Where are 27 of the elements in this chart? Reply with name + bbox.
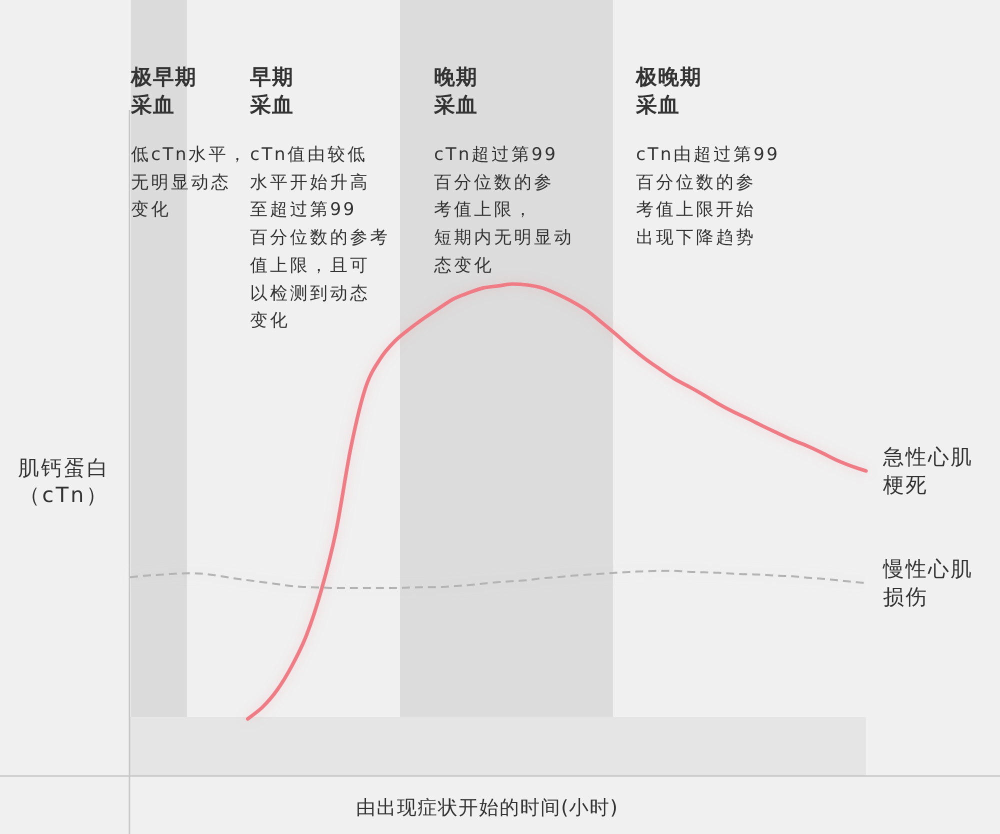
- annotation: 变化: [250, 310, 290, 334]
- text: cTn值由较低: [250, 144, 368, 167]
- text: 水平开始升高: [250, 172, 370, 195]
- text: 极晚期采血: [636, 64, 703, 119]
- series-label: 慢性心肌损伤: [883, 556, 974, 612]
- y-axis-title: 肌钙蛋白（cTn）: [17, 455, 111, 509]
- text: 极早期采血: [131, 64, 198, 119]
- series-label: 急性心肌梗死: [883, 444, 974, 499]
- annotation: 以检测到动态: [250, 282, 370, 306]
- text: 考值上限，: [434, 199, 534, 222]
- text: cTn超过第99: [434, 144, 558, 167]
- text: 态变化: [434, 254, 494, 278]
- text: 百分位数的参考: [250, 227, 390, 250]
- text: 考值上限开始: [636, 199, 756, 222]
- text: 值上限，且可: [250, 254, 370, 278]
- text: 变化: [131, 199, 171, 222]
- text: 晚期采血: [434, 64, 479, 119]
- text: 百分位数的参: [636, 172, 756, 195]
- text: cTn由超过第99: [636, 144, 780, 167]
- text: 出现下降趋势: [636, 227, 756, 250]
- text: 至超过第99: [250, 199, 356, 222]
- text: 短期内无明显动: [434, 227, 574, 250]
- text: 百分位数的参: [434, 172, 554, 195]
- x-axis-title: 由出现症状开始的时间(小时): [354, 795, 620, 821]
- text: 早期采血: [250, 64, 295, 119]
- text: 低cTn水平，: [131, 144, 248, 167]
- text: 无明显动态: [131, 172, 231, 195]
